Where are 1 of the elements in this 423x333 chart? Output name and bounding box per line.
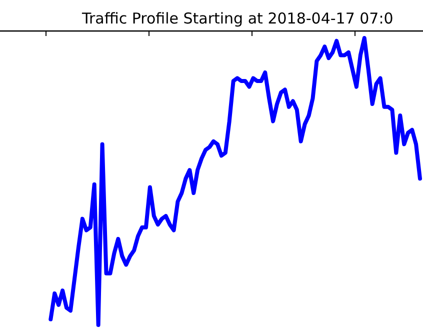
chart-title: Traffic Profile Starting at 2018-04-17 07:0 xyxy=(81,10,394,28)
